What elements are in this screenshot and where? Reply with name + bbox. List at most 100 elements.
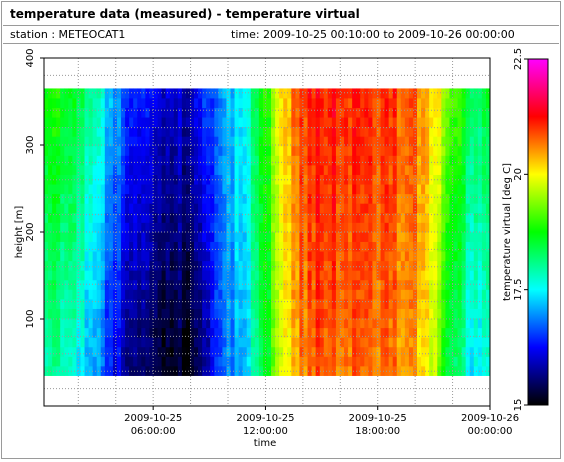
heatmap-cell [291,318,296,329]
heatmap-cell [437,117,442,128]
heatmap-cell [461,260,467,271]
heatmap-cell [311,346,317,357]
heatmap-cell [319,145,325,156]
heatmap-cell [477,184,483,195]
heatmap-cell [461,251,467,262]
heatmap-cell [477,203,483,214]
heatmap-cell [303,356,308,367]
heatmap-cell [185,251,191,262]
heatmap-cell [185,126,191,137]
heatmap-cell [327,203,333,214]
heatmap-cell [348,308,353,319]
heatmap-cell [417,289,422,300]
heatmap-cell [181,251,187,262]
heatmap-cell [469,356,475,367]
heatmap-cell [356,222,361,233]
heatmap-cell [202,222,207,233]
heatmap-cell [226,203,231,214]
heatmap-cell [481,260,487,271]
heatmap-cell [348,126,353,137]
heatmap-cell [177,174,183,185]
heatmap-cell [457,260,463,271]
heatmap-cell [392,184,398,195]
heatmap-cell [335,327,341,338]
heatmap-cell [481,308,487,319]
heatmap-cell [327,98,333,108]
heatmap-cell [238,337,244,348]
heatmap-cell [185,212,191,223]
heatmap-cell [52,337,57,348]
heatmap-cell [339,184,345,195]
heatmap-cell [380,327,385,338]
heatmap-cell [125,136,130,147]
heatmap-cell [327,155,333,166]
heatmap-cell [275,174,280,185]
heatmap-cell [485,327,491,338]
heatmap-cell [72,126,77,137]
heatmap-cell [344,174,349,185]
heatmap-cell [429,126,434,137]
heatmap-cell [323,365,329,376]
heatmap-cell [421,155,426,166]
heatmap-cell [307,232,312,242]
heatmap-cell [104,203,110,214]
heatmap-cell [388,298,394,309]
heatmap-cell [129,165,134,175]
heatmap-cell [360,241,365,252]
heatmap-cell [173,107,179,118]
heatmap-cell [222,165,227,175]
heatmap-cell [104,184,110,195]
heatmap-cell [80,155,85,166]
heatmap-cell [177,193,183,204]
heatmap-cell [145,212,150,223]
heatmap-cell [477,318,483,329]
heatmap-cell [364,107,369,118]
heatmap-cell [441,270,446,281]
heatmap-cell [112,365,118,376]
heatmap-cell [441,193,446,204]
heatmap-cell [88,203,94,214]
heatmap-cell [429,327,434,338]
heatmap-cell [384,136,390,147]
heatmap-cell [84,107,89,118]
heatmap-cell [133,251,138,262]
heatmap-cell [344,107,349,118]
header-divider [3,25,559,26]
heatmap-cell [380,270,385,281]
heatmap-cell [258,212,264,223]
heatmap-cell [92,165,98,175]
heatmap-cell [80,212,85,223]
heatmap-cell [376,184,381,195]
heatmap-cell [133,260,138,271]
heatmap-cell [52,241,57,252]
heatmap-cell [52,346,57,357]
heatmap-cell [267,279,272,290]
heatmap-cell [368,327,373,338]
heatmap-cell [112,117,118,128]
heatmap-cell [271,165,276,175]
heatmap-cell [100,356,106,367]
heatmap-cell [145,365,150,376]
heatmap-cell [348,289,353,300]
heatmap-cell [169,222,175,233]
heatmap-cell [360,155,365,166]
heatmap-cell [315,279,321,290]
heatmap-cell [275,212,280,223]
heatmap-cell [388,365,394,376]
heatmap-cell [214,98,219,108]
heatmap-cell [157,270,162,281]
heatmap-cell [194,337,199,348]
heatmap-cell [189,88,195,99]
heatmap-cell [153,117,158,128]
heatmap-cell [380,289,385,300]
heatmap-cell [433,260,438,271]
heatmap-cell [137,232,142,242]
heatmap-cell [210,203,215,214]
heatmap-cell [48,318,53,329]
heatmap-cell [198,155,203,166]
heatmap-cell [404,88,410,99]
heatmap-cell [246,212,252,223]
heatmap-cell [60,88,65,99]
heatmap-cell [417,193,422,204]
